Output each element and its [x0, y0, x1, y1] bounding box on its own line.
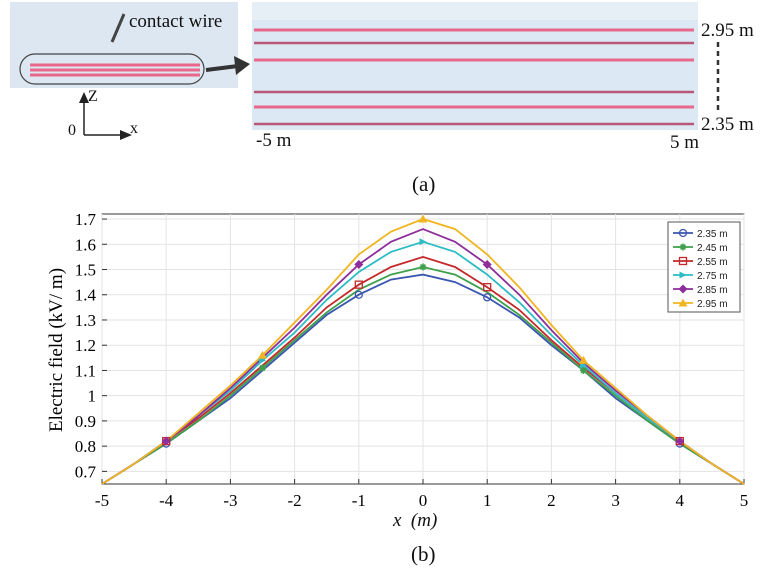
z-axis-label: Z: [88, 88, 98, 105]
x-axis-label-text: x (m): [393, 510, 438, 531]
zoom-panel-background: [252, 2, 698, 130]
bottom-height-label: 2.35 m: [701, 114, 754, 135]
series-marker: [579, 355, 588, 364]
x-tick-label: -4: [159, 491, 174, 510]
y-axis-label: Electric field (kV/ m): [46, 268, 67, 432]
x-axis-label-chart: x (m): [393, 510, 437, 532]
x-tick-label: 3: [611, 491, 620, 510]
series-marker: [258, 350, 267, 359]
series-marker: [482, 259, 492, 269]
x-tick-label: -3: [223, 491, 237, 510]
legend-label: 2.55 m: [697, 257, 728, 268]
y-tick-label: 1.2: [75, 336, 96, 355]
legend-marker: [678, 228, 688, 238]
zoom-arrow-head: [234, 56, 250, 75]
series-marker: [259, 364, 266, 372]
series-marker: [419, 263, 427, 271]
legend-label: 2.85 m: [697, 285, 728, 296]
axis-ticks: -5 -4 -3 -2 -1 0 1 2 3 4 5 0.7 0.8 0.9 1 1.1 1.2 1.3 1.4 1.…: [75, 210, 749, 510]
y-tick-label: 0.7: [75, 462, 97, 481]
right-extent-label: 5 m: [670, 132, 700, 153]
x-tick-label: 4: [676, 491, 685, 510]
legend-marker: [678, 256, 688, 266]
series-marker: [418, 214, 428, 223]
y-tick-label: 1.4: [75, 286, 97, 305]
y-tick-label: 1.1: [75, 361, 96, 380]
legend-marker: [678, 298, 688, 307]
legend: 2.35 m 2.45 m 2.55 m 2.75 m 2.85 m 2.95 m: [667, 221, 741, 313]
x-tick-label: 0: [419, 491, 428, 510]
legend-label: 2.95 m: [697, 299, 728, 310]
zoom-arrow-shaft: [205, 64, 239, 72]
x-axis-arrowhead: [120, 130, 132, 140]
y-tick-label: 1.7: [75, 210, 97, 229]
x-tick-label: -2: [288, 491, 302, 510]
legend-label: 2.35 m: [697, 229, 728, 240]
series-markers: [161, 214, 685, 448]
x-tick-label: -1: [352, 491, 366, 510]
left-extent-label: -5 m: [256, 130, 292, 151]
zoom-panel-band: [252, 2, 698, 20]
x-tick-label: 5: [740, 491, 749, 510]
y-tick-label: 1.6: [75, 235, 96, 254]
series-marker: [419, 238, 427, 246]
contact-wire-pointer-line: [110, 13, 126, 43]
electric-field-chart: -5 -4 -3 -2 -1 0 1 2 3 4 5 0.7 0.8 0.9 1 1.1 1.2 1.3 1.4 1.…: [46, 210, 749, 510]
series-marker: [580, 366, 587, 374]
panel-a: contact wire Z x 0 2.95 m 2.35 m -5 m 5 …: [0, 0, 769, 200]
y-tick-label: 0.8: [75, 437, 96, 456]
series-marker: [354, 290, 363, 299]
y-tick-label: 1: [88, 387, 97, 406]
caption-a: (a): [412, 172, 436, 196]
top-height-label: 2.95 m: [701, 20, 754, 41]
conductor-outline: [19, 53, 205, 85]
origin-label: 0: [68, 122, 76, 139]
legend-marker: [679, 271, 687, 279]
series-marker: [675, 436, 685, 446]
series-marker: [354, 259, 364, 269]
legend-marker: [679, 243, 687, 251]
series-marker: [161, 436, 171, 446]
caption-b: (b): [411, 542, 436, 566]
x-tick-label: 1: [483, 491, 492, 510]
panel-a-drawing: [10, 2, 720, 140]
z-axis-arrowhead: [79, 92, 89, 103]
series-marker: [483, 293, 492, 302]
legend-box: [667, 221, 741, 313]
y-tick-label: 1.5: [75, 261, 96, 280]
legend-label: 2.75 m: [697, 271, 728, 282]
x-tick-label: -5: [95, 491, 109, 510]
y-tick-label: 1.3: [75, 311, 96, 330]
legend-label: 2.45 m: [697, 243, 728, 254]
panel-b: -5 -4 -3 -2 -1 0 1 2 3 4 5 0.7 0.8 0.9 1 1.1 1.2 1.3 1.4 1.…: [0, 200, 769, 569]
series-marker: [483, 283, 492, 292]
legend-marker: [678, 284, 688, 294]
series-marker: [354, 280, 363, 289]
x-tick-label: 2: [547, 491, 556, 510]
zoom-conductor-lines: [254, 28, 694, 126]
y-tick-label: 0.9: [75, 412, 96, 431]
contact-wire-label: contact wire: [129, 11, 223, 32]
x-axis-label: x: [130, 120, 138, 137]
